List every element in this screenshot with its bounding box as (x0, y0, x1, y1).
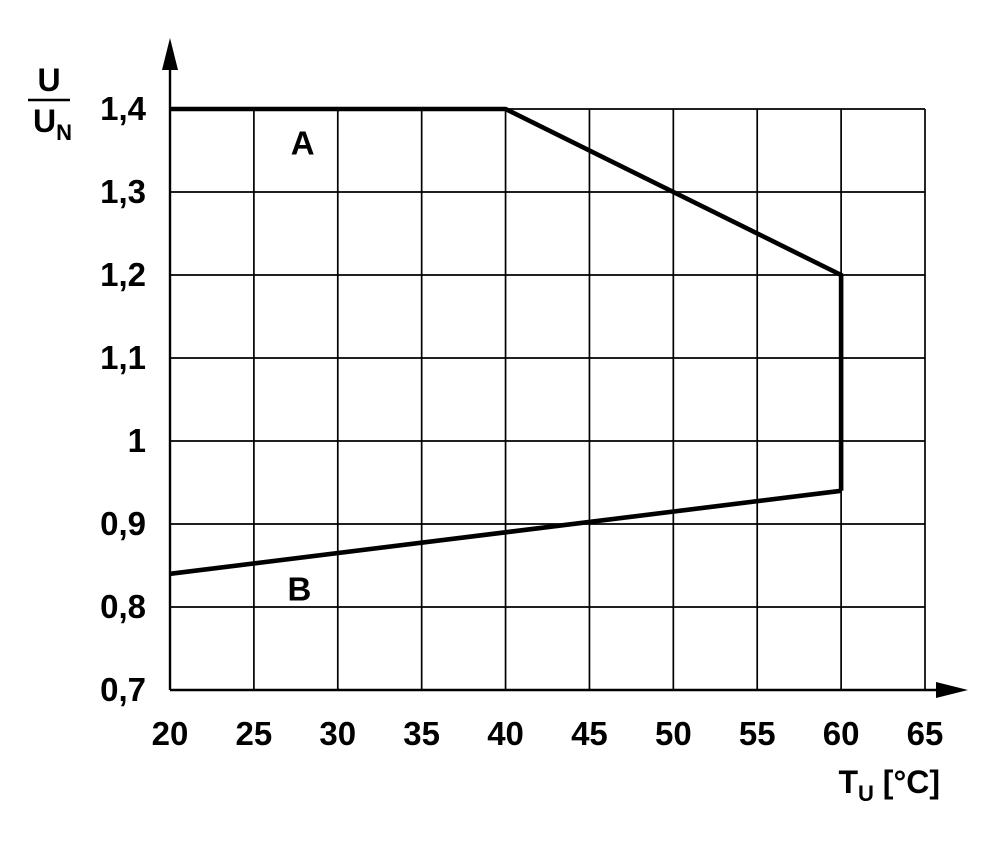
y-tick-label: 0,9 (100, 505, 146, 542)
y-tick-label: 0,7 (100, 671, 146, 708)
x-tick-label: 40 (487, 715, 524, 752)
y-tick-label: 0,8 (100, 588, 146, 625)
x-tick-label: 35 (403, 715, 440, 752)
y-tick-label: 1,2 (100, 256, 146, 293)
x-tick-label: 65 (907, 715, 944, 752)
x-tick-label: 25 (236, 715, 273, 752)
x-tick-label: 45 (571, 715, 608, 752)
y-tick-label: 1 (128, 422, 146, 459)
x-axis-arrow-icon (936, 682, 968, 698)
curve-A (170, 106, 844, 491)
y-tick-label: 1,1 (100, 339, 146, 376)
x-tick-label: 50 (655, 715, 692, 752)
y-tick-label: 1,4 (100, 90, 147, 127)
curve-B (169, 488, 842, 577)
x-tick-label: 55 (739, 715, 776, 752)
y-axis-arrow-icon (162, 38, 178, 70)
x-tick-label: 20 (152, 715, 189, 752)
x-tick-label: 60 (823, 715, 860, 752)
series-label-A: A (291, 125, 315, 162)
x-axis-label: TU [°C] (838, 764, 940, 806)
y-tick-label: 1,3 (100, 173, 146, 210)
y-axis-label-numerator: U (37, 62, 60, 98)
series-label-B: B (287, 570, 311, 607)
y-axis-label-denominator: UN (33, 103, 72, 145)
x-tick-label: 30 (319, 715, 356, 752)
